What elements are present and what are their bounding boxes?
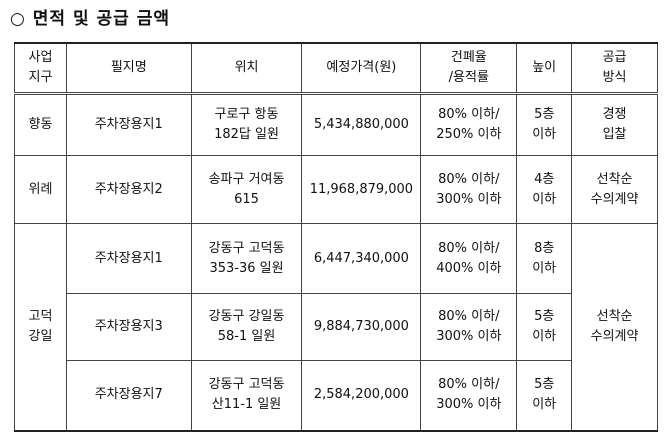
cell: 5층 이하 [516, 293, 573, 361]
cell: 강동구 고덕동 353-36 일원 [190, 223, 303, 294]
cell: 80% 이하/ 300% 이하 [420, 293, 518, 361]
cell: 선착순 수의계약 [571, 155, 658, 224]
header-cell: 사업 지구 [14, 42, 67, 95]
cell: 주차장용지2 [65, 155, 192, 224]
cell: 9,884,730,000 [301, 293, 422, 361]
cell: 강동구 고덕동 산11-1 일원 [190, 360, 303, 431]
header-cell: 필지명 [65, 42, 192, 95]
cell: 주차장용지7 [65, 360, 192, 431]
cell: 송파구 거여동 615 [190, 155, 303, 224]
cell: 향동 [14, 93, 67, 156]
cell: 11,968,879,000 [301, 155, 422, 224]
cell: 주차장용지1 [65, 223, 192, 294]
cell: 고덕 강일 [14, 223, 67, 431]
table-header: 사업 지구 필지명 위치 예정가격(원) 건폐율 /용적률 높이 공급 방식 [14, 42, 658, 95]
cell: 주차장용지1 [65, 93, 192, 156]
header-cell: 위치 [190, 42, 303, 95]
cell: 강동구 강일동 58-1 일원 [190, 293, 303, 361]
cell: 4층 이하 [516, 155, 573, 224]
cell: 6,447,340,000 [301, 223, 422, 294]
header-cell: 높이 [516, 42, 573, 95]
price-table: 사업 지구 필지명 위치 예정가격(원) 건폐율 /용적률 높이 공급 방식 향… [14, 42, 658, 432]
cell: 경쟁 입찰 [571, 93, 658, 156]
cell: 5층 이하 [516, 93, 573, 156]
header-cell: 예정가격(원) [301, 42, 422, 95]
cell: 주차장용지3 [65, 293, 192, 361]
cell: 2,584,200,000 [301, 360, 422, 431]
cell: 5층 이하 [516, 360, 573, 431]
cell: 80% 이하/ 400% 이하 [420, 223, 518, 294]
cell: 80% 이하/ 300% 이하 [420, 155, 518, 224]
cell: 8층 이하 [516, 223, 573, 294]
cell: 80% 이하/ 250% 이하 [420, 93, 518, 156]
section-title: ○ 면적 및 공급 금액 [10, 9, 170, 29]
header-cell: 건폐율 /용적률 [420, 42, 518, 95]
header-cell: 공급 방식 [571, 42, 658, 95]
cell: 위례 [14, 155, 67, 224]
cell: 80% 이하/ 300% 이하 [420, 360, 518, 431]
cell: 선착순 수의계약 [571, 223, 658, 431]
cell: 5,434,880,000 [301, 93, 422, 156]
cell: 구로구 항동 182답 일원 [190, 93, 303, 156]
